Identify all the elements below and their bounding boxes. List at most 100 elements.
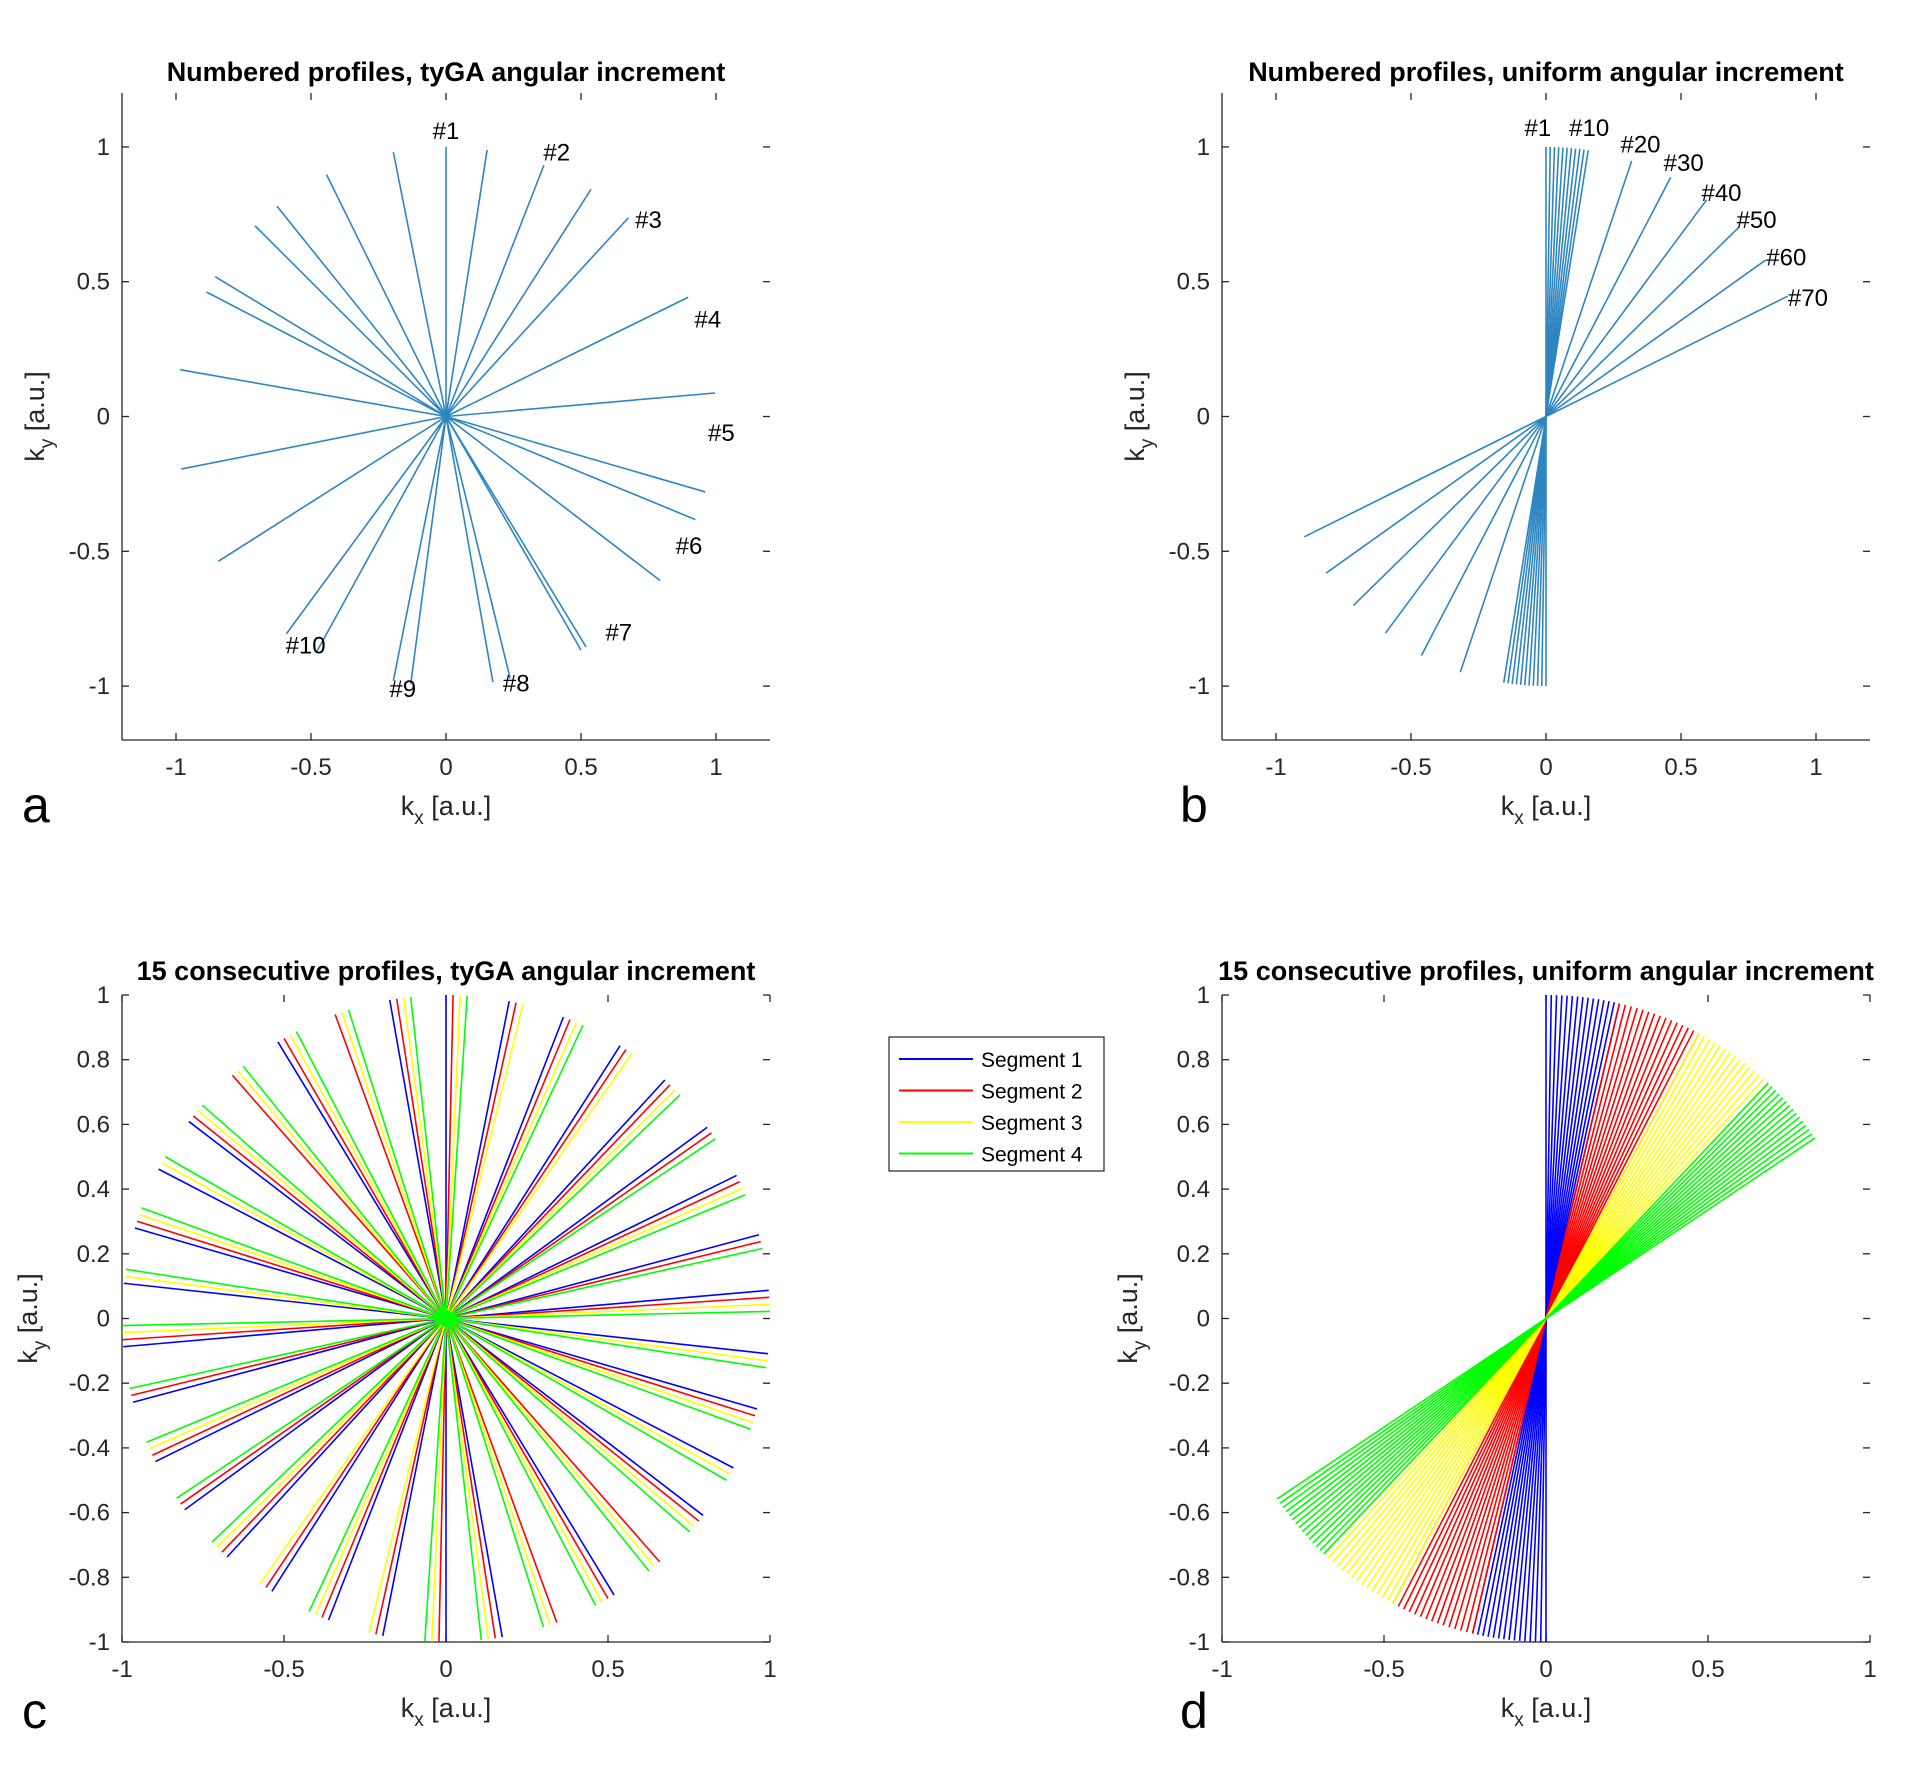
- x-axis-label-k: k: [1501, 791, 1515, 821]
- profile-annotation: #50: [1737, 207, 1777, 234]
- x-axis-label-k: k: [401, 791, 415, 821]
- panel-letter: a: [22, 777, 50, 833]
- y-axis-label: ky [a.u.]: [1120, 371, 1158, 462]
- y-axis-label-k: k: [13, 1350, 43, 1364]
- center-marker: [438, 1310, 454, 1327]
- y-tick-label: -0.2: [1169, 1370, 1210, 1397]
- profile-line: [445, 415, 706, 493]
- profile-annotation: #3: [635, 207, 662, 234]
- y-tick-label: -0.5: [69, 538, 110, 565]
- x-axis-label: kx [a.u.]: [401, 791, 492, 829]
- y-tick-label: 0.6: [77, 1111, 110, 1138]
- y-tick-label: 0.8: [1177, 1047, 1210, 1074]
- x-axis-label-unit: [a.u.]: [424, 1693, 492, 1723]
- y-tick-label: -1: [1189, 673, 1210, 700]
- profile-line: [445, 416, 511, 679]
- profile-line: [445, 217, 629, 418]
- profile-annotation: #1: [433, 118, 460, 145]
- x-axis-label-sub: x: [414, 1710, 424, 1731]
- profile-line: [445, 188, 592, 417]
- x-tick-label: 0: [1539, 754, 1552, 781]
- y-tick-label: 0.5: [77, 269, 110, 296]
- x-tick-label: 1: [1863, 1656, 1876, 1683]
- y-axis-label-k: k: [20, 448, 50, 462]
- profile-line: [179, 368, 447, 418]
- profile-line: [445, 149, 488, 417]
- y-tick-label: 1: [97, 134, 110, 161]
- chart-title: Numbered profiles, tyGA angular incremen…: [167, 57, 726, 87]
- profile-line: [214, 275, 447, 418]
- panel-c: -1 -0.5 0 0.5 1 -1 -0.8 -0.6 -0.4 -0.2 0 0.2 0.4 0.6 0…: [13, 956, 777, 1739]
- panel-letter: c: [22, 1683, 47, 1739]
- y-tick-label: 0.6: [1177, 1111, 1210, 1138]
- x-tick-label: 1: [1809, 754, 1822, 781]
- y-tick-label: 0.8: [77, 1047, 110, 1074]
- profile-line: [445, 392, 716, 418]
- x-tick-label: 0: [439, 1656, 452, 1683]
- profile-line: [445, 296, 689, 418]
- profile-annotation: #40: [1701, 180, 1741, 207]
- y-axis-label-unit: [a.u.]: [1113, 1273, 1143, 1341]
- y-tick-label: 1: [1197, 982, 1210, 1009]
- y-tick-label: 0.4: [77, 1176, 110, 1203]
- profile-line: [392, 151, 447, 417]
- profile-annotation: #2: [543, 139, 570, 166]
- legend-label: Segment 1: [981, 1049, 1083, 1072]
- profile-annotation: #5: [708, 420, 735, 447]
- profile-line: [206, 291, 447, 418]
- x-axis-label-sub: x: [1514, 1710, 1524, 1731]
- y-axis-label: ky [a.u.]: [1113, 1273, 1151, 1364]
- y-tick-label: 0.2: [77, 1241, 110, 1268]
- x-axis-label-unit: [a.u.]: [1524, 791, 1592, 821]
- legend: Segment 1 Segment 2 Segment 3 Segment 4: [888, 1036, 1105, 1172]
- y-tick-label: 1: [97, 982, 110, 1009]
- y-tick-label: 0: [1197, 404, 1210, 431]
- legend-label: Segment 4: [981, 1144, 1083, 1167]
- x-axis-label-unit: [a.u.]: [424, 791, 492, 821]
- profile-line: [445, 416, 494, 683]
- x-tick-label: -1: [1211, 1656, 1232, 1683]
- profile-annotation: #60: [1766, 245, 1806, 272]
- y-axis-label-unit: [a.u.]: [20, 371, 50, 439]
- y-tick-label: -0.8: [1169, 1564, 1210, 1591]
- chart-title: 15 consecutive profiles, tyGA angular in…: [137, 956, 756, 986]
- profile-line: [445, 416, 587, 648]
- y-tick-label: 0.2: [1177, 1241, 1210, 1268]
- profile-line: [392, 416, 447, 682]
- profile-annotation: #20: [1620, 131, 1660, 158]
- profile-line: [276, 205, 447, 418]
- y-tick-label: 1: [1197, 134, 1210, 161]
- y-tick-label: 0: [97, 1306, 110, 1333]
- x-tick-label: 1: [763, 1656, 776, 1683]
- x-tick-label: -1: [165, 754, 186, 781]
- y-axis-label: ky [a.u.]: [20, 371, 58, 462]
- x-axis-label-k: k: [1501, 1693, 1515, 1723]
- x-tick-label: -1: [111, 1656, 132, 1683]
- y-tick-label: -1: [89, 673, 110, 700]
- panel-d: -1 -0.5 0 0.5 1 -1 -0.8 -0.6 -0.4 -0.2 0 0.2 0.4 0.6 0…: [1113, 956, 1877, 1739]
- x-tick-label: -1: [1265, 754, 1286, 781]
- x-tick-label: 0.5: [1691, 1656, 1724, 1683]
- y-tick-label: -0.5: [1169, 538, 1210, 565]
- y-axis-label-k: k: [1120, 448, 1150, 462]
- y-axis-label-sub: y: [37, 438, 58, 448]
- y-axis-label-sub: y: [1137, 438, 1158, 448]
- profile-line: [409, 416, 447, 684]
- y-axis-label-unit: [a.u.]: [13, 1273, 43, 1341]
- x-tick-label: 0.5: [1664, 754, 1697, 781]
- profile-line: [445, 415, 661, 582]
- profile-line: [445, 164, 545, 417]
- x-axis-label-k: k: [401, 1693, 415, 1723]
- x-tick-label: 0: [1539, 1656, 1552, 1683]
- x-tick-label: 0.5: [591, 1656, 624, 1683]
- y-tick-label: 0.4: [1177, 1176, 1210, 1203]
- profile-line: [445, 415, 696, 521]
- y-tick-label: -0.4: [1169, 1435, 1210, 1462]
- y-tick-label: 0.5: [1177, 269, 1210, 296]
- y-tick-label: 0: [1197, 1306, 1210, 1333]
- legend-label: Segment 3: [981, 1112, 1083, 1135]
- profile-annotation: #8: [503, 670, 530, 697]
- profile-annotation: #70: [1788, 285, 1828, 312]
- x-axis-label: kx [a.u.]: [401, 1693, 492, 1731]
